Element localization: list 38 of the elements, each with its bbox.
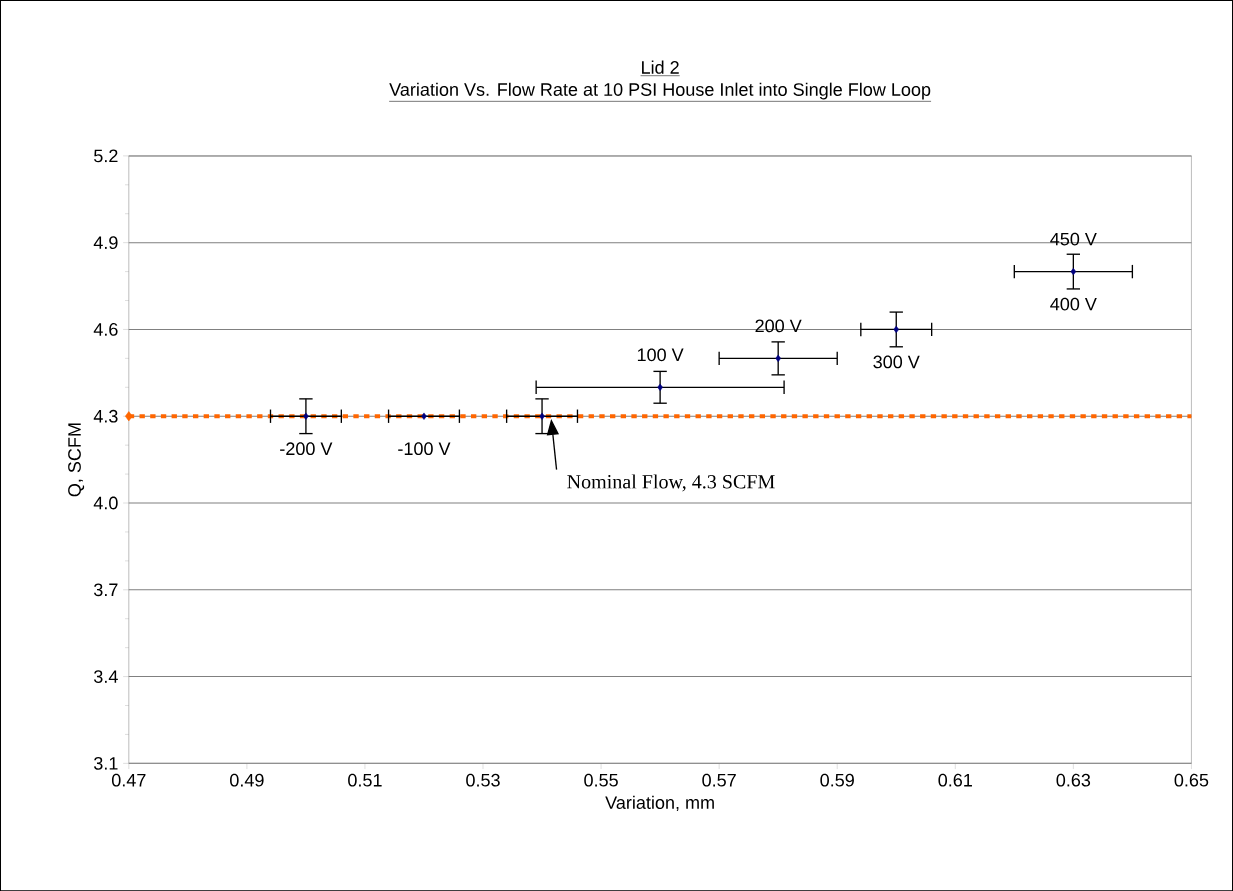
x-tick-label: 0.47 bbox=[111, 773, 146, 787]
y-axis-title: Q, SCFM bbox=[68, 423, 85, 497]
point bbox=[775, 354, 781, 362]
chart-subtitle: Variation Vs. Flow Rate at 10 PSI House Inlet into Single Flow Loop bbox=[389, 82, 931, 100]
point bbox=[893, 325, 900, 333]
x-tick-label: 0.53 bbox=[466, 773, 500, 787]
point bbox=[125, 411, 133, 422]
annotation: 100 V bbox=[637, 348, 684, 362]
x-axis-title: Variation, mm bbox=[605, 795, 714, 812]
annotation: -200 V bbox=[280, 442, 333, 456]
point bbox=[657, 383, 663, 391]
x-tick-label: 0.59 bbox=[820, 773, 854, 787]
x-tick-label: 0.63 bbox=[1056, 773, 1091, 787]
point bbox=[303, 412, 309, 420]
y-tick-label: 3.7 bbox=[94, 583, 118, 597]
y-tick-label: 3.1 bbox=[94, 756, 118, 770]
annotation: 450 V bbox=[1050, 232, 1097, 246]
y-tick-label: 4.9 bbox=[93, 236, 118, 249]
x-tick-label: 0.61 bbox=[938, 773, 972, 787]
y-tick-label: 4.3 bbox=[93, 409, 118, 423]
y-tick-label: 4.0 bbox=[93, 496, 118, 510]
y-tick-label: 5.2 bbox=[94, 149, 118, 163]
point bbox=[539, 412, 545, 420]
point bbox=[421, 412, 427, 420]
x-tick-label: 0.65 bbox=[1174, 773, 1209, 787]
annotation: 400 V bbox=[1050, 297, 1097, 311]
annotation: -100 V bbox=[398, 442, 451, 456]
x-tick-label: 0.55 bbox=[584, 773, 618, 787]
annotation: 200 V bbox=[755, 319, 802, 333]
annotation: Nominal Flow, 4.3 SCFM bbox=[567, 474, 775, 492]
y-tick-label: 3.4 bbox=[94, 670, 118, 683]
chart-title: Lid 2 bbox=[642, 60, 679, 74]
annotation: 300 V bbox=[873, 355, 920, 369]
x-tick-label: 0.57 bbox=[702, 773, 736, 787]
x-tick-label: 0.49 bbox=[230, 773, 264, 787]
x-tick-label: 0.51 bbox=[348, 773, 382, 787]
point bbox=[1070, 267, 1077, 276]
y-tick-label: 4.6 bbox=[93, 322, 118, 336]
